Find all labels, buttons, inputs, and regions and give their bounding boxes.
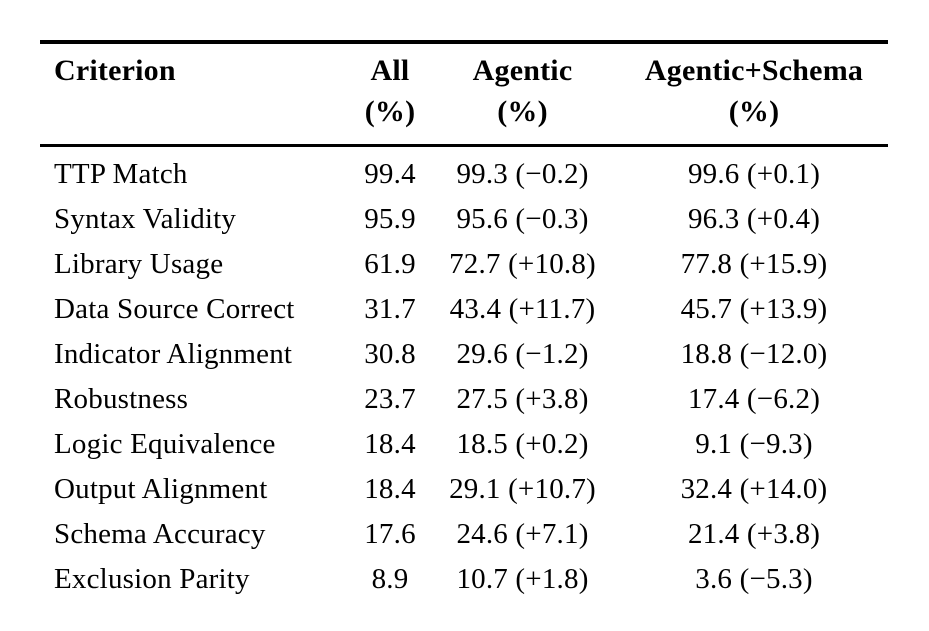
header-agentic-schema-unit: (%) <box>728 95 780 128</box>
agentic-value-cell: 95.6 (−0.3) <box>456 203 589 235</box>
table-header: Criterion All (%) Agentic (%) Agentic+Sc… <box>40 42 888 147</box>
table-row: TTP Match 99.4 99.3 (−0.2) 99.6 (+0.1) <box>40 146 888 198</box>
header-criterion: Criterion <box>40 42 355 147</box>
agentic-schema-value-cell: 32.4 (+14.0) <box>680 473 828 505</box>
agentic-value-cell: 99.3 (−0.2) <box>456 158 589 190</box>
header-agentic-label: Agentic <box>472 54 573 87</box>
agentic-schema-value-cell: 9.1 (−9.3) <box>695 428 813 460</box>
all-value-cell: 99.4 <box>364 158 416 190</box>
all-value-cell: 8.9 <box>371 563 409 595</box>
header-agentic-unit: (%) <box>497 95 548 128</box>
table-row: Exclusion Parity 8.9 10.7 (+1.8) 3.6 (−5… <box>40 557 888 602</box>
header-agentic-schema-label: Agentic+Schema <box>644 54 864 87</box>
all-value-cell: 18.4 <box>364 428 416 460</box>
agentic-schema-value-cell: 96.3 (+0.4) <box>687 203 821 235</box>
criterion-cell: Output Alignment <box>54 473 268 505</box>
agentic-value-cell: 72.7 (+10.8) <box>449 248 596 280</box>
agentic-value-cell: 10.7 (+1.8) <box>456 563 589 595</box>
header-agentic-schema: Agentic+Schema (%) <box>620 42 888 147</box>
criterion-cell: Data Source Correct <box>54 293 295 325</box>
agentic-value-cell: 24.6 (+7.1) <box>456 518 589 550</box>
table-row: Data Source Correct 31.7 43.4 (+11.7) 45… <box>40 287 888 332</box>
agentic-value-cell: 29.1 (+10.7) <box>449 473 596 505</box>
criterion-cell: Syntax Validity <box>54 203 237 235</box>
all-value-cell: 23.7 <box>364 383 416 415</box>
table-row: Robustness 23.7 27.5 (+3.8) 17.4 (−6.2) <box>40 377 888 422</box>
agentic-schema-value-cell: 45.7 (+13.9) <box>680 293 828 325</box>
all-value-cell: 18.4 <box>364 473 416 505</box>
criterion-cell: Indicator Alignment <box>54 338 293 370</box>
criterion-cell: Schema Accuracy <box>54 518 266 550</box>
results-table-container: Criterion All (%) Agentic (%) Agentic+Sc… <box>40 40 888 602</box>
header-all: All (%) <box>355 42 425 147</box>
results-table: Criterion All (%) Agentic (%) Agentic+Sc… <box>40 40 888 602</box>
table-row: Syntax Validity 95.9 95.6 (−0.3) 96.3 (+… <box>40 197 888 242</box>
agentic-value-cell: 18.5 (+0.2) <box>456 428 589 460</box>
agentic-value-cell: 27.5 (+3.8) <box>456 383 589 415</box>
all-value-cell: 30.8 <box>364 338 416 370</box>
header-all-label: All <box>370 54 410 87</box>
criterion-cell: TTP Match <box>54 158 188 190</box>
header-agentic: Agentic (%) <box>425 42 620 147</box>
table-row: Output Alignment 18.4 29.1 (+10.7) 32.4 … <box>40 467 888 512</box>
agentic-schema-value-cell: 99.6 (+0.1) <box>687 158 821 190</box>
all-value-cell: 61.9 <box>364 248 416 280</box>
agentic-schema-value-cell: 21.4 (+3.8) <box>687 518 821 550</box>
agentic-value-cell: 29.6 (−1.2) <box>456 338 589 370</box>
agentic-schema-value-cell: 3.6 (−5.3) <box>695 563 813 595</box>
header-criterion-label: Criterion <box>54 54 176 87</box>
criterion-cell: Robustness <box>54 383 189 415</box>
all-value-cell: 95.9 <box>364 203 416 235</box>
criterion-cell: Library Usage <box>54 248 224 280</box>
agentic-schema-value-cell: 17.4 (−6.2) <box>687 383 821 415</box>
header-row: Criterion All (%) Agentic (%) Agentic+Sc… <box>40 42 888 147</box>
criterion-cell: Logic Equivalence <box>54 428 276 460</box>
agentic-schema-value-cell: 77.8 (+15.9) <box>680 248 828 280</box>
table-row: Schema Accuracy 17.6 24.6 (+7.1) 21.4 (+… <box>40 512 888 557</box>
table-row: Indicator Alignment 30.8 29.6 (−1.2) 18.… <box>40 332 888 377</box>
header-all-unit: (%) <box>364 95 416 128</box>
all-value-cell: 31.7 <box>364 293 416 325</box>
criterion-cell: Exclusion Parity <box>54 563 250 595</box>
results-table-body: TTP Match 99.4 99.3 (−0.2) 99.6 (+0.1) S… <box>40 146 888 603</box>
all-value-cell: 17.6 <box>364 518 416 550</box>
agentic-value-cell: 43.4 (+11.7) <box>449 293 596 325</box>
table-row: Logic Equivalence 18.4 18.5 (+0.2) 9.1 (… <box>40 422 888 467</box>
table-row: Library Usage 61.9 72.7 (+10.8) 77.8 (+1… <box>40 242 888 287</box>
agentic-schema-value-cell: 18.8 (−12.0) <box>680 338 828 370</box>
